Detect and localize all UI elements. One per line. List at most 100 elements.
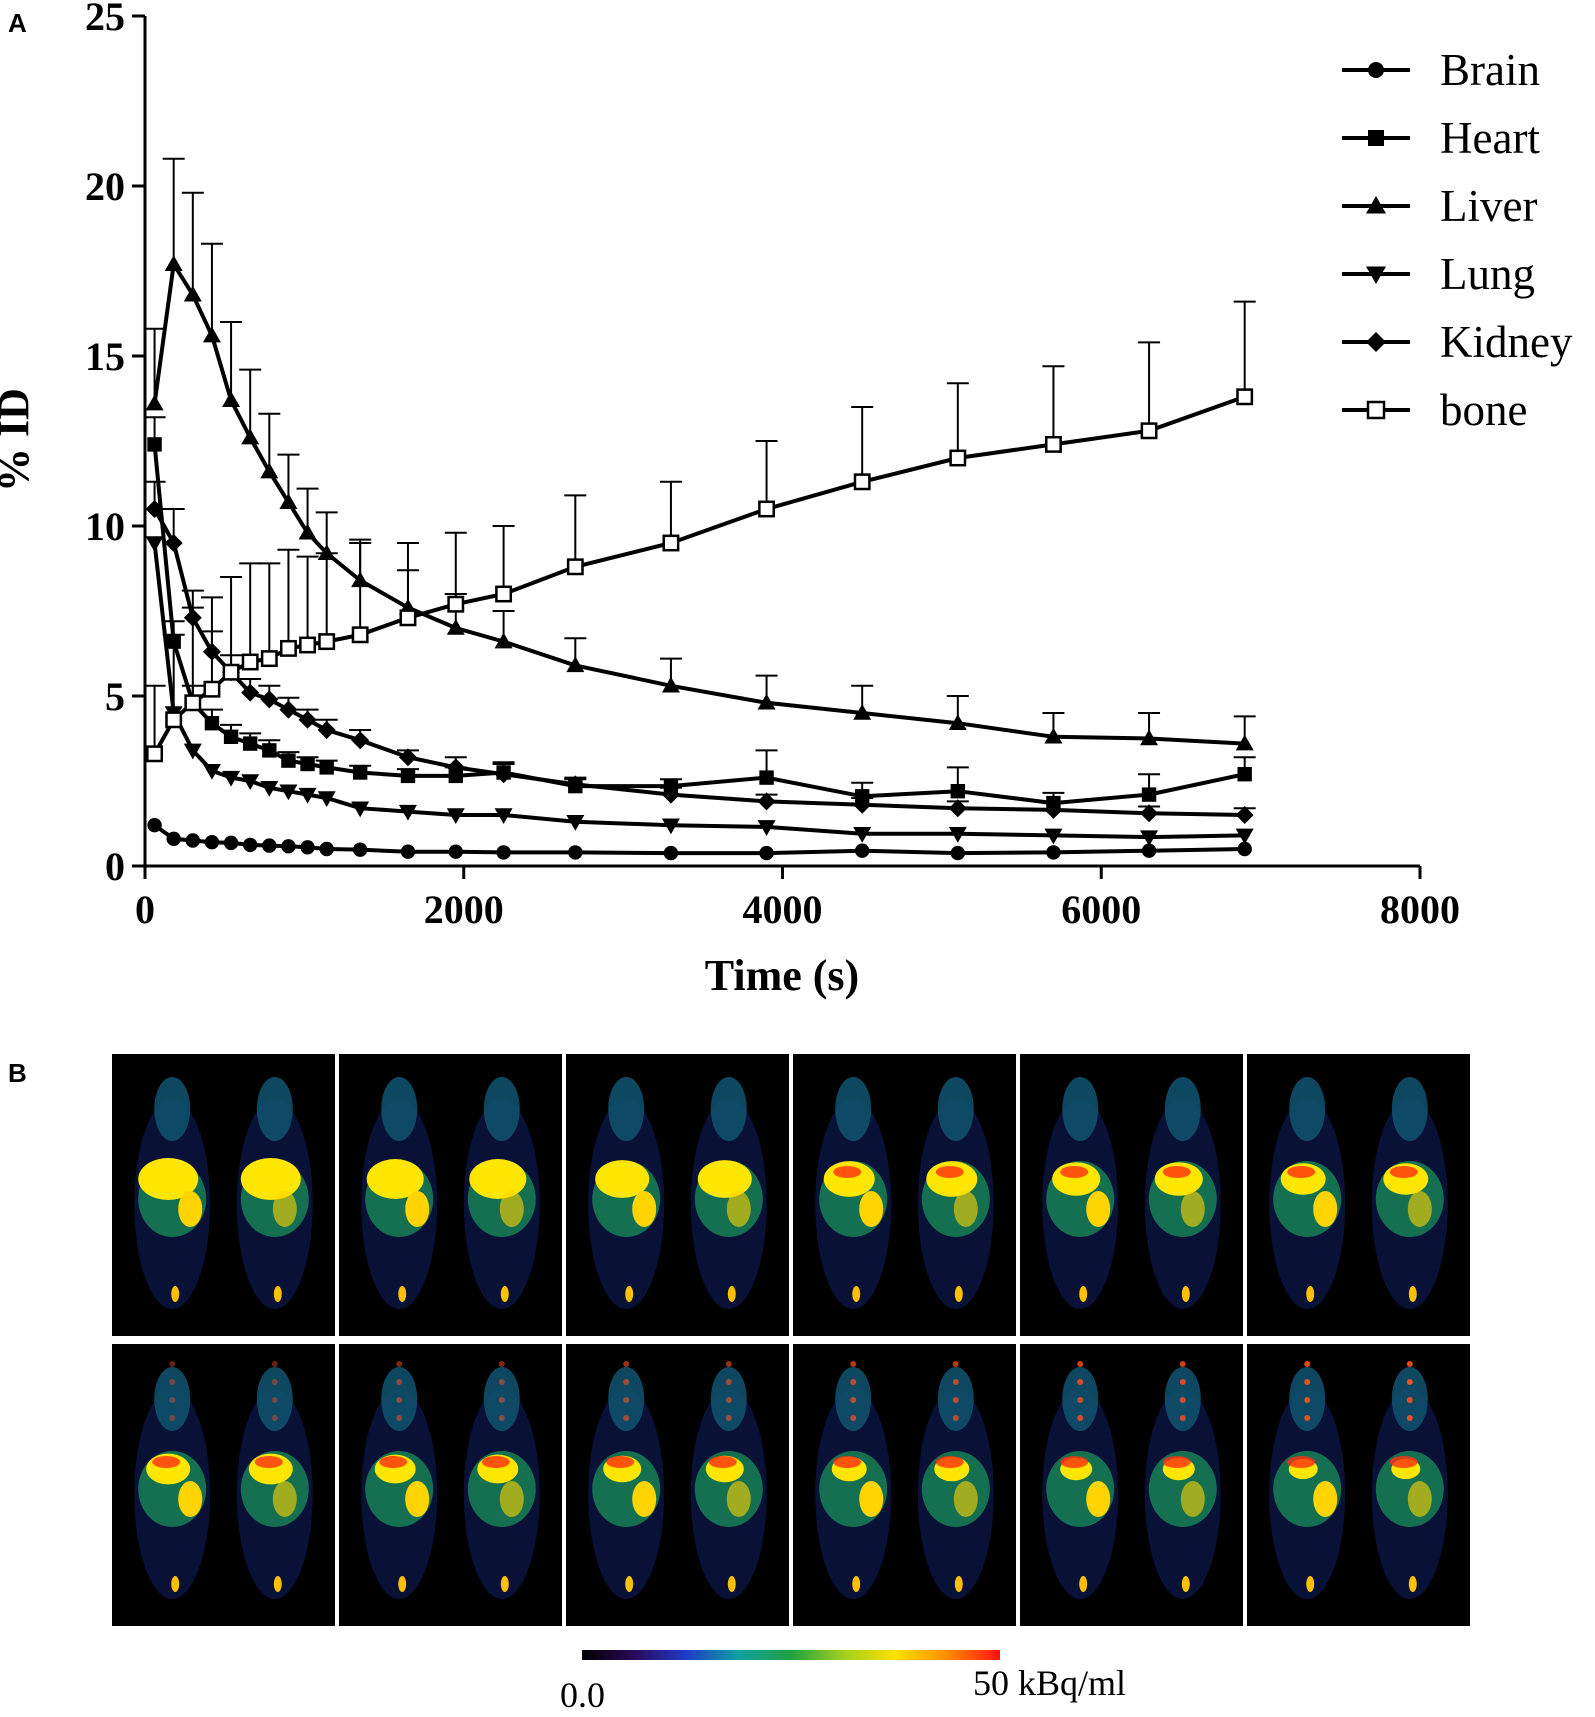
lung-point [757, 820, 776, 836]
lung-point [317, 791, 336, 807]
kidney-hotspot [405, 1481, 430, 1517]
liver-series-line [152, 258, 1245, 746]
y-tick-label: 20 [85, 164, 125, 209]
bladder-hotspot [500, 1576, 509, 1592]
y-tick-label: 10 [85, 504, 125, 549]
bone-spot [850, 1415, 857, 1421]
legend-label-liver: Liver [1440, 181, 1537, 231]
liver-hotspot [595, 1160, 650, 1198]
brain-point [950, 845, 966, 861]
bone-spot [498, 1379, 505, 1385]
bone-spot [952, 1415, 959, 1421]
bone-spot [623, 1415, 630, 1421]
liver-hotspot [366, 1159, 424, 1199]
brain-point [242, 837, 258, 853]
bone-spot [1406, 1415, 1413, 1421]
bone-point [203, 680, 221, 698]
chart-panel-a: 0 2000 4000 6000 8000 0 5 10 15 20 25 % ID Time (s… [0, 0, 1573, 1000]
liver-point [145, 394, 164, 411]
liver-point [446, 619, 465, 635]
brain-point [496, 845, 511, 860]
bone-spot [1077, 1361, 1084, 1367]
kidney-hotspot [1407, 1191, 1432, 1227]
heart-point [281, 753, 296, 768]
lung-point [446, 808, 465, 824]
heart-point [759, 770, 774, 785]
legend-marker-heart [1368, 130, 1384, 146]
bone-spot [1406, 1379, 1413, 1385]
bladder-hotspot [1079, 1286, 1088, 1302]
hot-region [1389, 1456, 1418, 1468]
x-tick-label: 6000 [1061, 887, 1141, 932]
lung-point [566, 815, 585, 831]
x-tick-label: 4000 [743, 887, 823, 932]
bone-point [260, 650, 278, 668]
bladder-hotspot [625, 1286, 634, 1302]
liver-hotspot [138, 1158, 199, 1200]
colorbar [582, 1650, 1000, 1660]
brain-point [1237, 841, 1252, 857]
mouse-head [608, 1077, 645, 1141]
lung-point [1235, 828, 1254, 845]
bone-point [165, 711, 183, 729]
lung-point [202, 764, 221, 780]
mouse-head [381, 1077, 418, 1141]
lung-point [948, 826, 967, 843]
bladder-hotspot [171, 1576, 180, 1592]
liver-point [183, 285, 202, 302]
bone-point [495, 585, 513, 603]
bone-point [662, 534, 680, 552]
kidney-hotspot [632, 1191, 657, 1227]
lung-point [279, 784, 298, 801]
bladder-hotspot [1408, 1286, 1417, 1302]
bone-point [318, 633, 336, 651]
bone-spot [850, 1397, 857, 1403]
bone-spot [1304, 1415, 1311, 1421]
liver-point [566, 656, 585, 673]
bone-spot [623, 1379, 630, 1385]
pet-frame [566, 1054, 789, 1336]
y-tick-label: 15 [85, 334, 125, 379]
kidney-point [183, 608, 202, 627]
pet-frame [112, 1344, 335, 1626]
bladder-hotspot [171, 1286, 180, 1302]
legend: Brain Heart Liver Lung Kidney bone [1342, 45, 1573, 435]
liver-point [222, 391, 241, 407]
bone-spot [1179, 1397, 1186, 1403]
heart-point [262, 743, 277, 758]
mouse-head [256, 1077, 293, 1141]
heart-point [166, 634, 181, 649]
bone-spot [271, 1361, 278, 1367]
kidney-point [164, 534, 183, 552]
bone-point [146, 745, 164, 763]
hot-region [935, 1456, 964, 1468]
bladder-hotspot [954, 1286, 963, 1302]
brain-point [568, 845, 583, 860]
pet-frame [566, 1344, 789, 1626]
brain-point [352, 842, 368, 857]
liver-point [279, 493, 298, 509]
bone-spot [1304, 1361, 1311, 1367]
heart-point [242, 736, 258, 751]
brain-point [147, 818, 162, 833]
lung-point [298, 787, 317, 804]
kidney-hotspot [859, 1191, 884, 1227]
kidney-point [1235, 806, 1254, 824]
kidney-point [279, 700, 298, 719]
kidney-point [1140, 804, 1159, 823]
bone-spot [169, 1361, 176, 1367]
kidney-hotspot [1313, 1191, 1338, 1227]
lung-point [183, 743, 202, 760]
kidney-point [757, 792, 776, 811]
brain-point [400, 844, 416, 859]
legend-label-heart: Heart [1440, 113, 1540, 163]
lung-point [241, 774, 260, 790]
heart-series-line [152, 444, 1246, 806]
bone-spot [1179, 1379, 1186, 1385]
bone-spot [850, 1379, 857, 1385]
liver-point [241, 428, 260, 445]
hot-region [1287, 1166, 1316, 1178]
brain-point [262, 838, 277, 853]
legend-label-bone: bone [1440, 385, 1527, 435]
